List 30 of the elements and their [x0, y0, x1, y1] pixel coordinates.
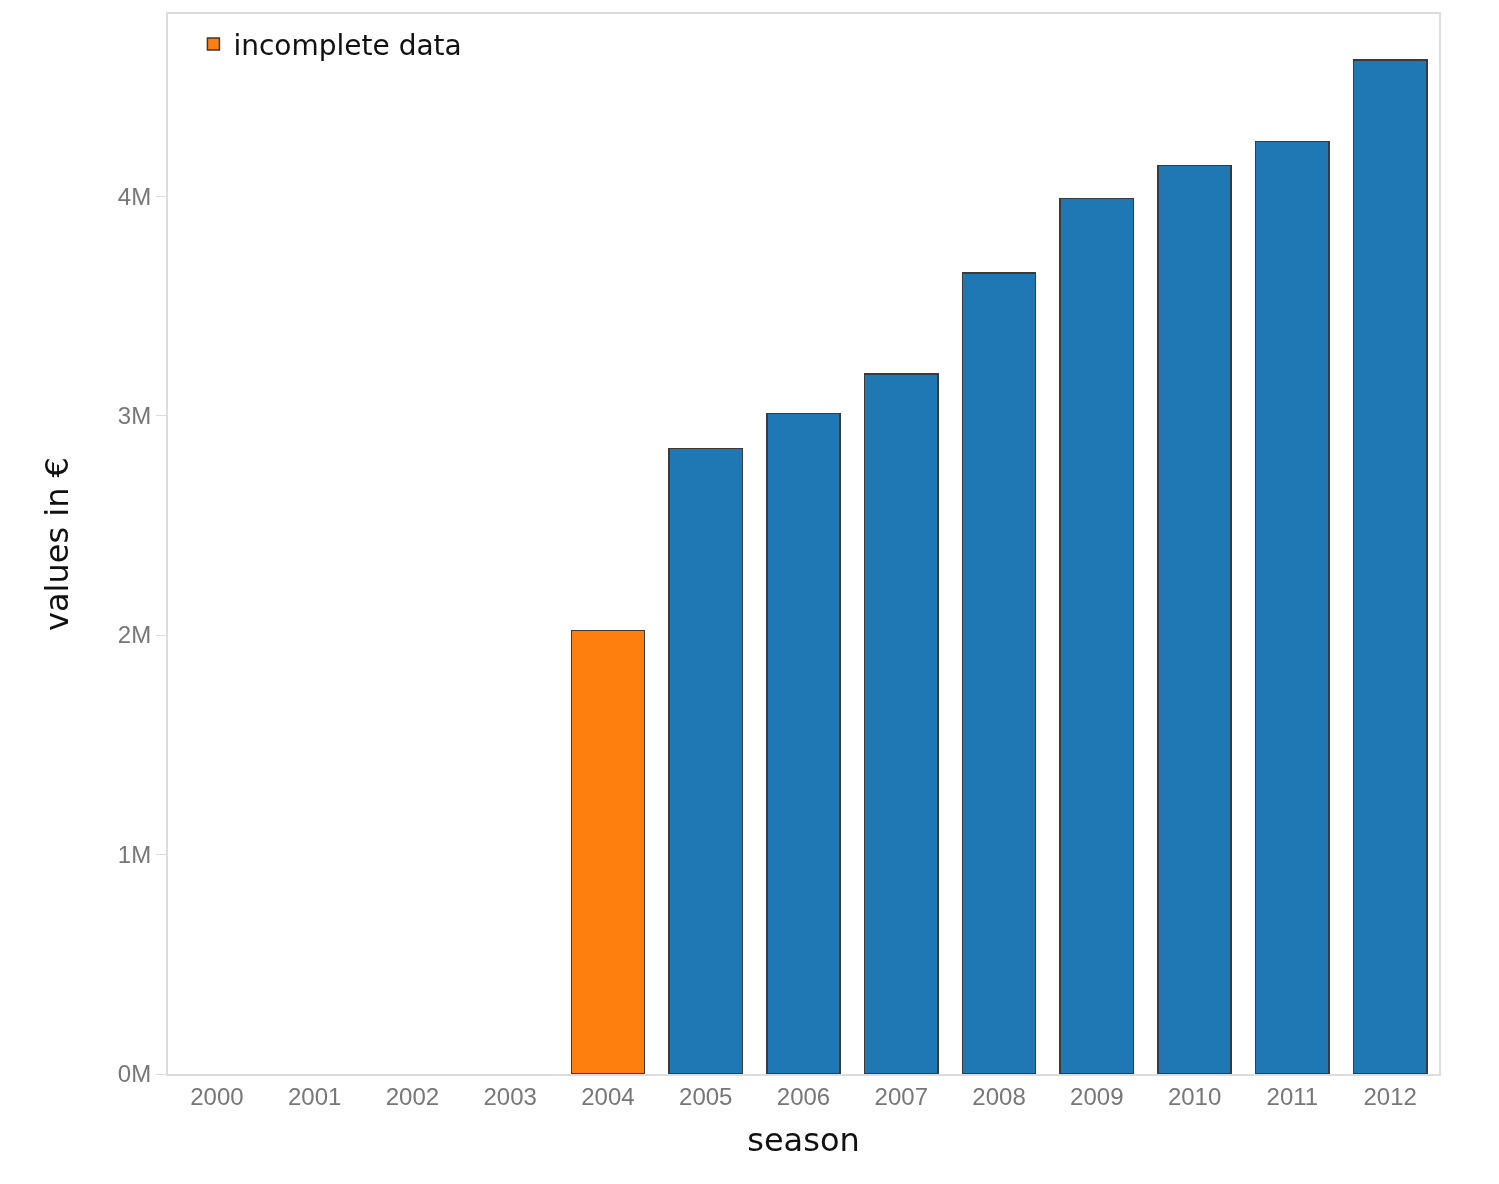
x-tick-label: 2008	[972, 1082, 1026, 1110]
bar	[766, 412, 841, 1074]
y-tick-label: 1M	[117, 840, 152, 868]
legend-label: incomplete data	[233, 28, 462, 62]
y-tick-label: 4M	[117, 182, 152, 210]
x-tick-label: 2006	[776, 1082, 831, 1110]
y-tick-label: 3M	[117, 402, 152, 430]
x-tick-label: 2007	[874, 1082, 928, 1110]
x-tick-label: 2004	[581, 1082, 635, 1110]
x-axis-title: season	[747, 1121, 860, 1160]
bar	[1352, 59, 1428, 1074]
bar	[1254, 140, 1330, 1074]
x-tick-label: 2000	[190, 1082, 244, 1110]
bar	[570, 629, 646, 1074]
bar	[668, 447, 744, 1074]
bar	[1059, 197, 1135, 1074]
bar	[961, 272, 1037, 1074]
y-tick-label: 2M	[117, 621, 152, 649]
x-tick-label: 2003	[483, 1082, 537, 1110]
y-tick-label: 0M	[117, 1060, 152, 1088]
x-tick-label: 2012	[1363, 1082, 1417, 1110]
x-tick-label: 2010	[1167, 1082, 1222, 1110]
y-axis-title: values in €	[37, 457, 76, 631]
bar	[1157, 164, 1232, 1074]
x-tick-label: 2011	[1266, 1082, 1319, 1110]
x-tick-label: 2005	[679, 1082, 733, 1110]
bar	[863, 373, 939, 1074]
x-tick-label: 2001	[287, 1082, 342, 1110]
x-tick-label: 2009	[1070, 1082, 1124, 1110]
x-tick-label: 2002	[385, 1082, 440, 1110]
